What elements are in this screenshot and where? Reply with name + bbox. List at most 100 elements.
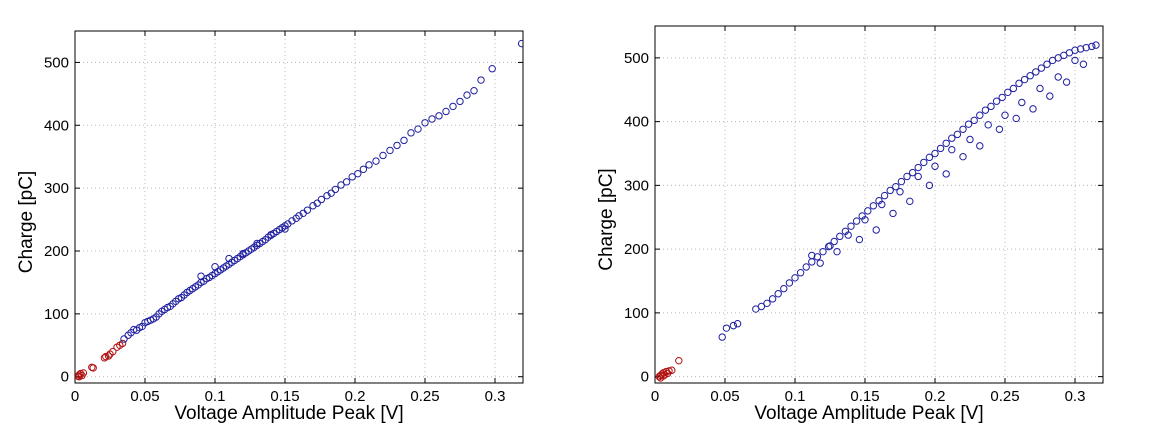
data-point xyxy=(908,168,917,177)
data-point xyxy=(763,299,771,308)
data-point xyxy=(892,182,900,191)
data-point xyxy=(337,181,345,189)
data-point xyxy=(1029,105,1037,113)
data-point xyxy=(931,149,939,158)
data-point xyxy=(658,370,666,378)
data-point xyxy=(808,258,816,266)
data-point xyxy=(1032,68,1040,76)
data-point xyxy=(953,130,962,139)
data-point xyxy=(872,226,880,234)
data-point xyxy=(327,189,335,197)
data-point xyxy=(211,263,219,271)
data-point xyxy=(1012,114,1020,123)
data-point xyxy=(1046,92,1054,100)
data-point xyxy=(995,125,1004,133)
x-tick-label: 0.25 xyxy=(410,388,439,405)
data-point xyxy=(239,249,247,258)
y-tick-label: 500 xyxy=(44,54,69,71)
data-point xyxy=(948,134,956,142)
data-point xyxy=(665,367,673,375)
plot-frame xyxy=(74,30,524,384)
data-point xyxy=(100,354,109,362)
y-tick-label: 200 xyxy=(624,241,649,258)
data-point xyxy=(428,115,436,123)
x-tick-label: 0.2 xyxy=(925,388,946,405)
data-point xyxy=(785,279,794,287)
data-point xyxy=(331,185,340,194)
data-point xyxy=(400,136,408,145)
y-tick-label: 300 xyxy=(624,177,649,194)
data-point xyxy=(313,199,321,207)
data-point xyxy=(354,169,362,178)
data-point xyxy=(920,158,928,167)
data-point xyxy=(102,352,110,361)
data-point xyxy=(768,295,777,303)
data-points xyxy=(75,39,523,381)
x-axis-label: Voltage Amplitude Peak [V] xyxy=(754,403,983,424)
data-point xyxy=(976,111,984,119)
data-point xyxy=(830,237,838,246)
y-tick-label: 0 xyxy=(641,369,649,386)
data-point xyxy=(1043,60,1051,68)
data-point xyxy=(878,200,886,209)
data-point xyxy=(89,364,97,372)
data-point xyxy=(889,209,897,218)
data-point xyxy=(1062,78,1071,86)
data-point xyxy=(998,93,1006,102)
data-point xyxy=(936,144,945,153)
data-point xyxy=(987,102,995,111)
data-point xyxy=(984,121,992,129)
data-point xyxy=(414,125,422,133)
y-tick-label: 100 xyxy=(44,306,69,323)
data-point xyxy=(1036,84,1044,93)
y-axis-label: Charge [pC] xyxy=(596,168,617,270)
data-point xyxy=(295,212,303,220)
data-point xyxy=(722,324,731,332)
data-point xyxy=(442,107,450,116)
x-tick-label: 0.1 xyxy=(205,388,226,405)
data-point xyxy=(1079,60,1088,68)
data-point xyxy=(757,302,766,311)
data-point xyxy=(826,242,834,250)
data-point xyxy=(342,178,351,186)
data-point xyxy=(421,119,429,127)
data-point xyxy=(659,372,668,380)
data-point xyxy=(981,106,990,114)
data-point xyxy=(407,129,415,137)
y-tick-label: 300 xyxy=(44,180,69,197)
data-point xyxy=(903,172,911,181)
data-point xyxy=(517,39,523,48)
data-point xyxy=(970,116,978,125)
data-point xyxy=(780,284,788,293)
x-tick-label: 0.15 xyxy=(850,388,879,405)
data-point xyxy=(109,347,117,356)
data-point xyxy=(348,173,356,181)
data-point xyxy=(1054,73,1062,81)
data-point xyxy=(1082,43,1090,52)
data-point xyxy=(197,272,205,280)
data-point xyxy=(253,239,261,248)
data-point xyxy=(449,102,457,111)
data-point xyxy=(847,222,855,230)
data-point xyxy=(75,373,83,381)
data-point xyxy=(855,235,864,244)
x-tick-label: 0.15 xyxy=(270,388,299,405)
data-point xyxy=(718,333,726,341)
data-point xyxy=(288,217,296,225)
data-point xyxy=(802,263,810,271)
data-point xyxy=(79,369,88,377)
data-point xyxy=(386,146,394,155)
data-point xyxy=(880,191,889,200)
x-tick-label: 0.05 xyxy=(710,388,739,405)
data-point xyxy=(104,352,113,360)
data-point xyxy=(281,225,289,233)
data-point xyxy=(323,191,331,200)
data-point xyxy=(861,216,869,224)
data-point xyxy=(733,320,742,328)
data-point xyxy=(816,259,824,267)
y-tick-label: 500 xyxy=(624,50,649,67)
data-point xyxy=(774,290,782,298)
x-tick-label: 0 xyxy=(651,388,659,405)
data-point xyxy=(463,91,471,99)
